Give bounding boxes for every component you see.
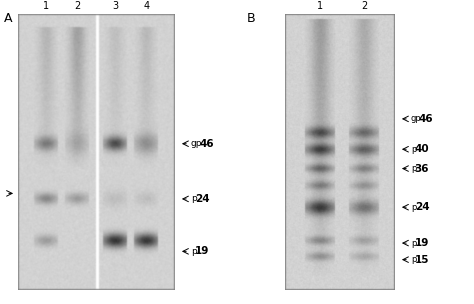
Text: 46: 46 bbox=[200, 139, 214, 149]
Text: 2: 2 bbox=[361, 1, 367, 11]
Text: p: p bbox=[411, 255, 416, 264]
Text: 15: 15 bbox=[415, 255, 429, 265]
Text: p: p bbox=[411, 203, 416, 212]
Text: p: p bbox=[411, 145, 416, 154]
Text: p: p bbox=[411, 239, 416, 247]
Text: 1: 1 bbox=[317, 1, 323, 11]
Text: B: B bbox=[247, 12, 255, 25]
Text: 1: 1 bbox=[43, 1, 49, 11]
Text: 40: 40 bbox=[415, 144, 429, 154]
Text: 24: 24 bbox=[195, 194, 210, 204]
Text: p: p bbox=[191, 195, 197, 203]
Text: 2: 2 bbox=[74, 1, 81, 11]
Text: 24: 24 bbox=[415, 202, 429, 212]
Text: 36: 36 bbox=[415, 164, 429, 174]
Text: p: p bbox=[411, 164, 416, 173]
Text: A: A bbox=[4, 12, 12, 25]
Text: gp: gp bbox=[411, 114, 422, 123]
Text: p: p bbox=[191, 247, 197, 256]
Text: 19: 19 bbox=[195, 246, 210, 256]
Text: 4: 4 bbox=[144, 1, 150, 11]
Text: 19: 19 bbox=[415, 238, 429, 248]
Text: 46: 46 bbox=[419, 114, 433, 124]
Text: gp: gp bbox=[191, 139, 202, 148]
Text: 3: 3 bbox=[112, 1, 118, 11]
